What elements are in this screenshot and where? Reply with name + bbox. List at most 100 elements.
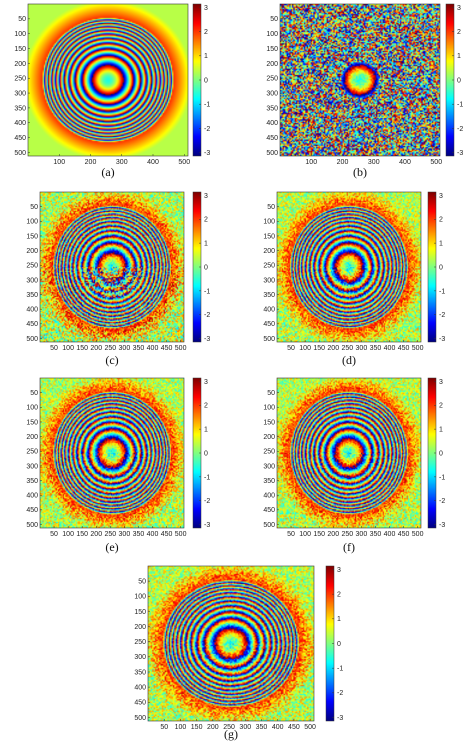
x-tick-label: 350 xyxy=(256,724,268,731)
axes-frame-g xyxy=(147,565,315,722)
x-tick-label: 300 xyxy=(119,345,131,352)
y-tick-label: 450 xyxy=(266,135,278,142)
colorbar-tick-label: -2 xyxy=(204,126,210,133)
y-tick-label: 400 xyxy=(14,120,26,127)
y-tick-label: 450 xyxy=(26,507,38,514)
colorbar-tick-label: 2 xyxy=(204,29,208,36)
y-tick-label: 250 xyxy=(266,76,278,83)
x-tick-label: 50 xyxy=(287,531,295,538)
colorbar-tick-label: -1 xyxy=(439,288,445,295)
x-tick-label: 100 xyxy=(299,345,311,352)
x-tick-label: 100 xyxy=(53,159,65,166)
colorbar-tick-label: 1 xyxy=(337,616,341,623)
y-tick-label: 100 xyxy=(263,405,275,412)
x-tick-label: 450 xyxy=(398,531,410,538)
x-tick-label: 200 xyxy=(90,345,102,352)
x-tick-label: 150 xyxy=(313,345,325,352)
x-tick-label: 100 xyxy=(62,531,74,538)
x-tick-label: 400 xyxy=(272,724,284,731)
y-tick-label: 400 xyxy=(263,307,275,314)
y-tick-label: 350 xyxy=(14,105,26,112)
x-tick-label: 450 xyxy=(161,345,173,352)
y-tick-label: 200 xyxy=(26,248,38,255)
colorbar-tick-label: 2 xyxy=(439,403,443,410)
colorbar-tick-label: 0 xyxy=(204,450,208,457)
y-tick-label: 200 xyxy=(263,248,275,255)
phase-map-e xyxy=(40,378,184,528)
colorbar-tick-label: 0 xyxy=(204,264,208,271)
colorbar-tick-label: -3 xyxy=(204,336,210,343)
y-tick-label: 150 xyxy=(263,233,275,240)
x-tick-label: 250 xyxy=(341,345,353,352)
x-tick-label: 50 xyxy=(287,345,295,352)
phase-map-f xyxy=(277,378,421,528)
colorbar-tick-label: 2 xyxy=(337,592,341,599)
colorbar-tick-label: 3 xyxy=(439,379,443,386)
colorbar-tick-label: -2 xyxy=(204,312,210,319)
y-tick-label: 350 xyxy=(26,478,38,485)
colorbar-f xyxy=(428,378,436,528)
colorbar-b xyxy=(446,4,454,156)
y-tick-label: 450 xyxy=(26,321,38,328)
x-tick-label: 500 xyxy=(412,345,424,352)
x-tick-label: 200 xyxy=(327,345,339,352)
y-tick-label: 450 xyxy=(263,507,275,514)
y-tick-label: 50 xyxy=(18,16,26,23)
colorbar-tick-label: 1 xyxy=(439,241,443,248)
y-tick-label: 400 xyxy=(263,493,275,500)
y-tick-label: 300 xyxy=(134,654,146,661)
caption-g: (g) xyxy=(224,727,238,741)
axes-frame-a xyxy=(27,3,189,157)
y-tick-label: 50 xyxy=(270,16,278,23)
x-tick-label: 150 xyxy=(76,531,88,538)
axes-frame-e xyxy=(39,377,185,529)
y-tick-label: 350 xyxy=(134,669,146,676)
x-tick-label: 500 xyxy=(304,724,316,731)
colorbar-a xyxy=(193,4,201,156)
y-tick-label: 250 xyxy=(26,263,38,270)
x-tick-label: 400 xyxy=(147,531,159,538)
colorbar-tick-label: -2 xyxy=(337,690,343,697)
y-tick-label: 150 xyxy=(263,419,275,426)
x-tick-label: 300 xyxy=(239,724,251,731)
x-tick-label: 50 xyxy=(160,724,168,731)
x-tick-label: 200 xyxy=(207,724,219,731)
axes-frame-d xyxy=(276,191,422,343)
y-tick-label: 100 xyxy=(14,31,26,38)
colorbar-tick-label: 3 xyxy=(337,567,341,574)
colorbar-tick-label: 0 xyxy=(457,77,461,84)
y-tick-label: 500 xyxy=(263,522,275,529)
x-tick-label: 500 xyxy=(178,159,190,166)
y-tick-label: 50 xyxy=(138,579,146,586)
y-tick-label: 200 xyxy=(14,61,26,68)
x-tick-label: 300 xyxy=(356,345,368,352)
colorbar-tick-label: -1 xyxy=(337,666,343,673)
phase-map-b xyxy=(280,4,440,156)
x-tick-label: 250 xyxy=(341,531,353,538)
phase-map-a xyxy=(28,4,188,156)
y-tick-label: 50 xyxy=(30,390,38,397)
caption-f: (f) xyxy=(343,540,355,554)
x-tick-label: 500 xyxy=(175,531,187,538)
y-tick-label: 200 xyxy=(266,61,278,68)
colorbar-tick-label: -3 xyxy=(439,336,445,343)
colorbar-tick-label: -1 xyxy=(204,288,210,295)
x-tick-label: 200 xyxy=(90,531,102,538)
colorbar-tick-label: 3 xyxy=(204,5,208,12)
colorbar-tick-label: 1 xyxy=(204,427,208,434)
colorbar-tick-label: 3 xyxy=(204,379,208,386)
x-tick-label: 250 xyxy=(104,345,116,352)
y-tick-label: 450 xyxy=(14,135,26,142)
y-tick-label: 250 xyxy=(263,263,275,270)
colorbar-tick-label: 0 xyxy=(204,77,208,84)
x-tick-label: 150 xyxy=(76,345,88,352)
colorbar-tick-label: -2 xyxy=(204,498,210,505)
colorbar-tick-label: 2 xyxy=(204,403,208,410)
y-tick-label: 450 xyxy=(134,700,146,707)
colorbar-d xyxy=(428,192,436,342)
y-tick-label: 300 xyxy=(14,90,26,97)
y-tick-label: 400 xyxy=(26,307,38,314)
